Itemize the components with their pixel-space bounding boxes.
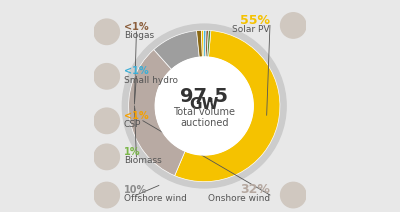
Text: Small hydro: Small hydro [124,76,178,85]
Circle shape [122,24,286,188]
Wedge shape [201,30,204,57]
Text: 97.5: 97.5 [180,87,228,106]
Wedge shape [196,30,202,57]
Text: Onshore wind: Onshore wind [208,194,270,203]
Text: Biogas: Biogas [124,31,154,40]
Text: 32%: 32% [240,183,270,196]
Text: 1%: 1% [124,146,140,157]
Text: <1%: <1% [124,110,148,121]
Text: <1%: <1% [124,21,148,32]
Wedge shape [175,31,280,182]
Circle shape [94,108,120,134]
Text: Biomass: Biomass [124,156,162,165]
Circle shape [94,144,120,170]
Text: 10%: 10% [124,185,147,195]
Text: GW: GW [190,97,219,112]
Text: CSP: CSP [124,120,141,129]
Text: Total volume
auctioned: Total volume auctioned [173,107,235,128]
Text: 55%: 55% [240,14,270,27]
Wedge shape [204,30,206,57]
Circle shape [94,64,120,89]
Circle shape [94,182,120,208]
Circle shape [280,182,306,208]
Wedge shape [154,31,199,70]
Text: <1%: <1% [124,66,148,76]
Circle shape [280,13,306,38]
Circle shape [155,57,253,155]
Wedge shape [207,31,211,57]
Circle shape [94,19,120,45]
Wedge shape [128,50,185,176]
Text: Solar PV: Solar PV [232,25,270,34]
Wedge shape [206,30,208,57]
Text: Offshore wind: Offshore wind [124,194,186,203]
